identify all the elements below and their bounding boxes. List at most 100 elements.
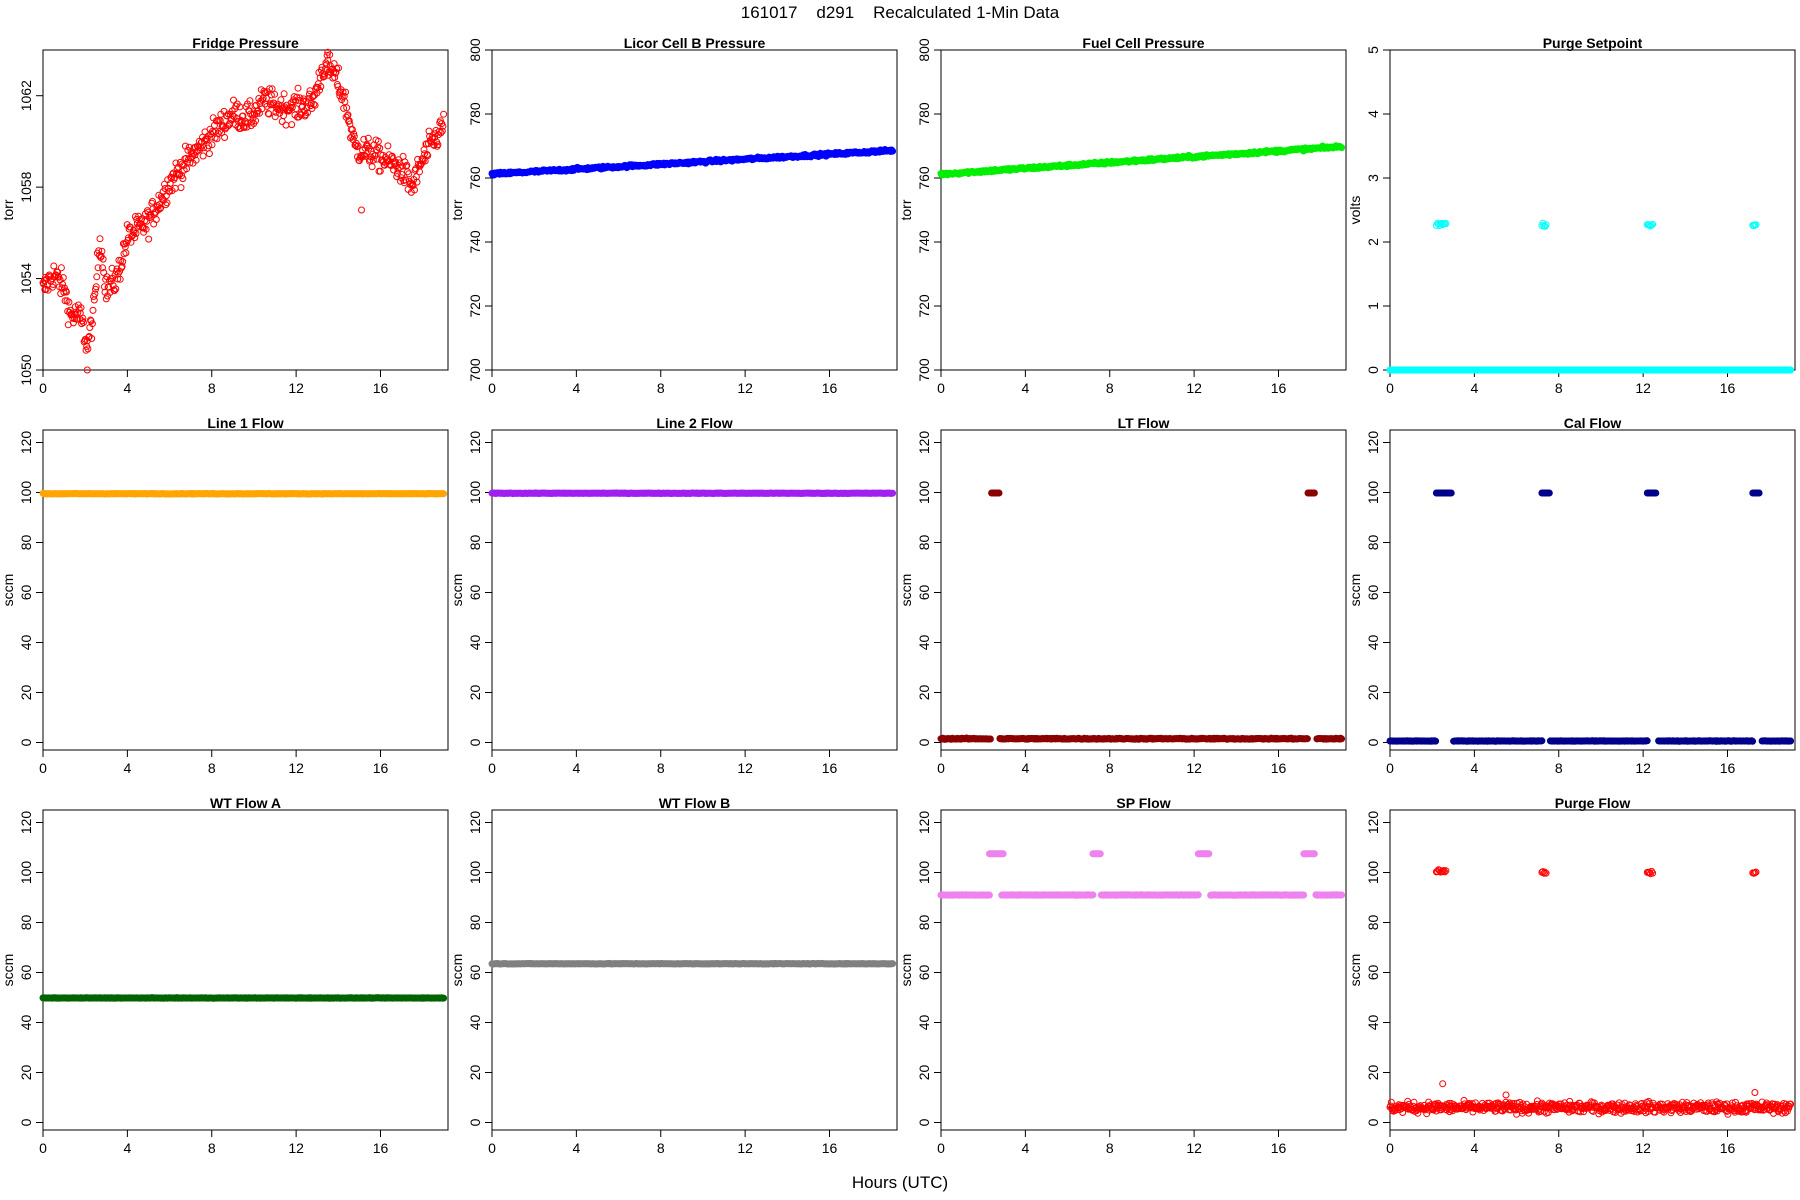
y-tick-label: 740 xyxy=(916,230,932,254)
data-point xyxy=(63,297,71,305)
y-tick-label: 20 xyxy=(18,685,34,701)
data-point xyxy=(1643,737,1651,745)
x-tick-label: 0 xyxy=(937,380,945,396)
data-point xyxy=(350,130,358,138)
data-point xyxy=(163,199,171,207)
y-axis-label: sccm xyxy=(449,954,465,987)
data-point xyxy=(271,90,279,98)
data-point xyxy=(280,112,287,120)
data-point xyxy=(294,84,302,92)
data-points xyxy=(488,489,897,498)
x-tick-label: 12 xyxy=(288,1140,304,1156)
data-point xyxy=(339,88,347,96)
x-tick-label: 4 xyxy=(123,380,131,396)
data-point xyxy=(373,155,381,163)
x-tick-label: 12 xyxy=(1635,380,1651,396)
data-point xyxy=(183,165,191,173)
data-point xyxy=(239,112,247,120)
data-point xyxy=(65,298,73,306)
data-point xyxy=(266,85,273,93)
data-point xyxy=(145,235,153,243)
data-point xyxy=(271,113,279,121)
data-point xyxy=(50,262,58,270)
y-tick-label: 4 xyxy=(1365,110,1381,118)
data-point xyxy=(91,290,99,298)
data-point xyxy=(112,268,120,276)
x-tick-label: 4 xyxy=(1021,760,1029,776)
x-tick-label: 4 xyxy=(572,380,580,396)
data-point xyxy=(205,142,213,150)
data-point xyxy=(99,255,107,263)
data-point xyxy=(59,274,67,282)
data-point xyxy=(316,86,323,94)
data-point xyxy=(82,346,90,354)
y-tick-label: 1058 xyxy=(18,171,34,202)
data-point xyxy=(98,247,106,255)
y-tick-label: 20 xyxy=(916,1065,932,1081)
data-point xyxy=(61,297,69,305)
x-tick-label: 4 xyxy=(572,1140,580,1156)
y-tick-label: 120 xyxy=(916,811,932,835)
plot-frame xyxy=(42,809,449,1131)
data-point xyxy=(248,118,256,126)
data-points xyxy=(488,146,897,179)
x-tick-label: 8 xyxy=(1106,1140,1114,1156)
data-point xyxy=(323,51,331,59)
x-tick-label: 0 xyxy=(488,380,496,396)
data-point xyxy=(1652,489,1660,497)
data-point xyxy=(282,121,290,129)
data-point xyxy=(317,83,325,90)
data-point xyxy=(424,152,432,160)
y-tick-label: 80 xyxy=(467,915,483,931)
plot-frame xyxy=(491,429,898,751)
data-point xyxy=(112,285,120,293)
x-tick-label: 8 xyxy=(1106,760,1114,776)
x-tick-label: 4 xyxy=(1021,1140,1029,1156)
data-point xyxy=(131,234,139,242)
y-tick-label: 100 xyxy=(1365,481,1381,505)
plot-frame xyxy=(491,809,898,1131)
data-point xyxy=(368,163,376,171)
data-point xyxy=(94,264,102,272)
plot-frame xyxy=(1389,429,1796,751)
data-point xyxy=(395,156,403,164)
data-point xyxy=(364,134,372,142)
data-point xyxy=(376,144,384,152)
data-point xyxy=(366,156,374,164)
data-point xyxy=(348,126,356,133)
data-point xyxy=(331,69,339,77)
data-point xyxy=(299,102,306,110)
data-point xyxy=(889,489,897,497)
data-points xyxy=(937,142,1346,179)
data-point xyxy=(152,216,160,223)
panel-title: SP Flow xyxy=(1116,795,1170,811)
panel-title: Purge Setpoint xyxy=(1543,35,1643,51)
data-point xyxy=(425,127,433,135)
panel-title: Licor Cell B Pressure xyxy=(624,35,766,51)
y-tick-label: 760 xyxy=(467,166,483,190)
data-point xyxy=(79,314,87,322)
y-tick-label: 0 xyxy=(467,1118,483,1126)
y-tick-label: 800 xyxy=(467,38,483,62)
panel-title: Line 1 Flow xyxy=(207,415,283,431)
data-point xyxy=(280,90,288,98)
data-point xyxy=(96,235,104,243)
data-point xyxy=(157,204,165,212)
data-point xyxy=(343,104,351,112)
data-point xyxy=(156,205,164,213)
data-point xyxy=(285,107,292,115)
data-point xyxy=(221,134,229,141)
data-point xyxy=(1310,489,1318,497)
x-tick-label: 4 xyxy=(1021,380,1029,396)
x-tick-label: 12 xyxy=(288,380,304,396)
y-tick-label: 120 xyxy=(467,811,483,835)
data-point xyxy=(310,100,318,108)
x-tick-label: 12 xyxy=(1186,380,1202,396)
x-tick-label: 16 xyxy=(1271,760,1287,776)
data-point xyxy=(437,129,445,137)
